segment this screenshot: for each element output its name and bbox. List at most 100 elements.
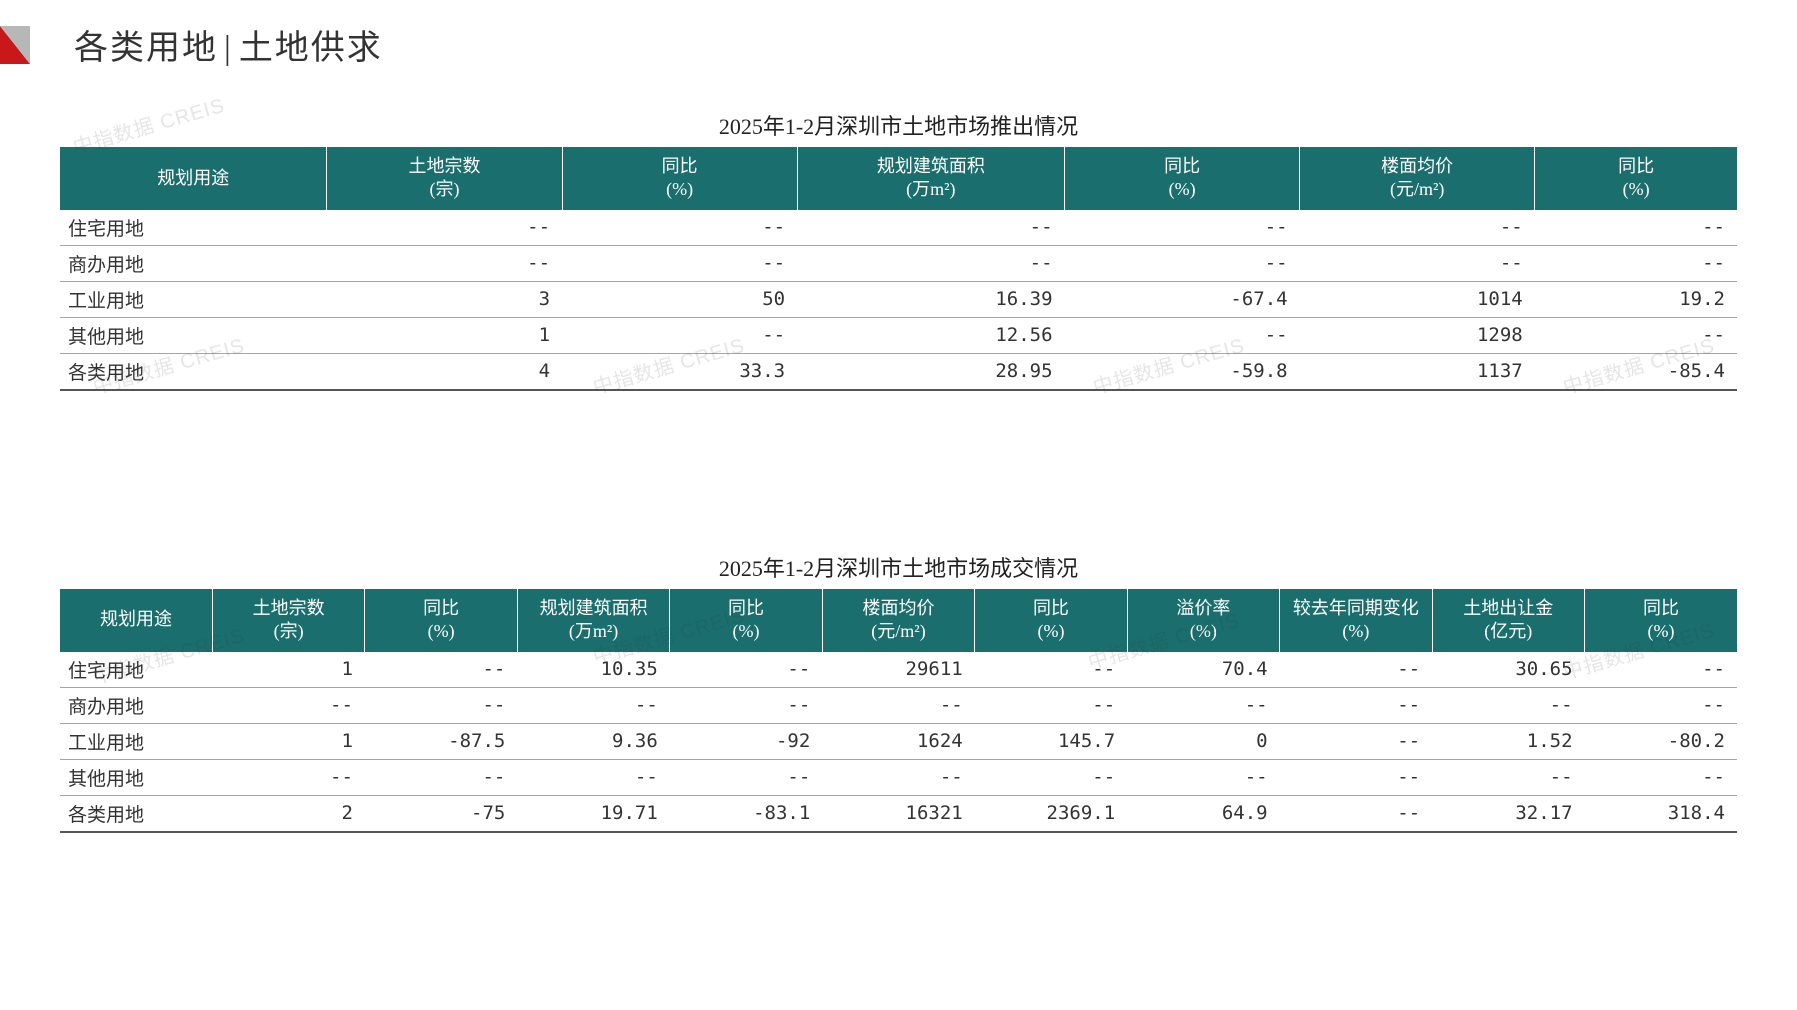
column-header: 同比(%) [670, 589, 822, 652]
column-header: 同比(%) [562, 147, 797, 210]
row-label: 各类用地 [60, 795, 212, 832]
data-cell: 1137 [1300, 353, 1535, 390]
column-header: 土地出让金(亿元) [1432, 589, 1584, 652]
data-cell: -- [1585, 759, 1737, 795]
column-header: 同比(%) [975, 589, 1127, 652]
column-header-line2: (元/m²) [827, 620, 970, 643]
data-cell: -75 [365, 795, 517, 832]
column-header-line1: 土地出让金 [1437, 597, 1580, 620]
data-cell: 12.56 [797, 317, 1064, 353]
data-cell: -- [1535, 317, 1737, 353]
data-cell: -- [975, 759, 1127, 795]
data-cell: -- [1280, 687, 1432, 723]
table-row: 商办用地-------------------- [60, 687, 1737, 723]
data-cell: -80.2 [1585, 723, 1737, 759]
column-header-line1: 楼面均价 [827, 597, 970, 620]
title-left: 各类用地 [74, 30, 218, 67]
data-cell: 70.4 [1127, 652, 1279, 688]
data-cell: -- [670, 759, 822, 795]
row-label: 住宅用地 [60, 652, 212, 688]
data-cell: -- [670, 652, 822, 688]
data-cell: 28.95 [797, 353, 1064, 390]
data-cell: -- [365, 652, 517, 688]
column-header-line2: (%) [1589, 620, 1733, 643]
data-cell: -- [822, 759, 974, 795]
data-cell: 3 [327, 281, 562, 317]
table-row: 各类用地2-7519.71-83.1163212369.164.9--32.17… [60, 795, 1737, 832]
data-cell: -- [1065, 245, 1300, 281]
row-label: 住宅用地 [60, 210, 327, 246]
data-cell: -- [1432, 759, 1584, 795]
column-header: 楼面均价(元/m²) [822, 589, 974, 652]
data-cell: -- [1065, 210, 1300, 246]
data-cell: 2369.1 [975, 795, 1127, 832]
data-cell: -59.8 [1065, 353, 1300, 390]
table2: 规划用途土地宗数(宗)同比(%)规划建筑面积(万m²)同比(%)楼面均价(元/m… [60, 589, 1737, 833]
column-header-line1: 同比 [1589, 597, 1733, 620]
row-label: 工业用地 [60, 723, 212, 759]
column-header-line1: 同比 [1069, 155, 1295, 178]
spacer [60, 391, 1737, 541]
page-header: 各类用地|土地供求 [0, 20, 1737, 69]
table-row: 住宅用地------------ [60, 210, 1737, 246]
column-header-line1: 规划建筑面积 [802, 155, 1060, 178]
column-header-line2: (亿元) [1437, 620, 1580, 643]
data-cell: 30.65 [1432, 652, 1584, 688]
data-cell: -- [365, 687, 517, 723]
column-header: 土地宗数(宗) [327, 147, 562, 210]
data-cell: 19.71 [517, 795, 669, 832]
table1: 规划用途土地宗数(宗)同比(%)规划建筑面积(万m²)同比(%)楼面均价(元/m… [60, 147, 1737, 391]
column-header-line2: (%) [979, 620, 1122, 643]
row-label: 其他用地 [60, 759, 212, 795]
logo-icon [0, 26, 60, 64]
data-cell: -- [327, 210, 562, 246]
column-header-line2: (%) [674, 620, 817, 643]
data-cell: -- [1280, 759, 1432, 795]
column-header: 同比(%) [365, 589, 517, 652]
table1-title: 2025年1-2月深圳市土地市场推出情况 [60, 109, 1737, 141]
data-cell: -- [212, 687, 364, 723]
data-cell: -- [1280, 652, 1432, 688]
data-cell: 64.9 [1127, 795, 1279, 832]
column-header-line2: (元/m²) [1304, 178, 1530, 201]
data-cell: 145.7 [975, 723, 1127, 759]
column-header-line1: 土地宗数 [217, 597, 360, 620]
column-header-line1: 溢价率 [1132, 597, 1275, 620]
data-cell: -- [1432, 687, 1584, 723]
page-title: 各类用地|土地供求 [74, 20, 383, 69]
column-header-line1: 土地宗数 [331, 155, 557, 178]
data-cell: 19.2 [1535, 281, 1737, 317]
page-root: 中指数据 CREIS中指数据 CREIS中指数据 CREIS中指数据 CREIS… [0, 0, 1797, 1010]
column-header: 同比(%) [1585, 589, 1737, 652]
column-header: 规划用途 [60, 589, 212, 652]
data-cell: -- [1280, 795, 1432, 832]
column-header-line1: 规划建筑面积 [522, 597, 665, 620]
column-header-line1: 同比 [674, 597, 817, 620]
row-label: 各类用地 [60, 353, 327, 390]
column-header-line1: 规划用途 [64, 608, 208, 631]
table1-head: 规划用途土地宗数(宗)同比(%)规划建筑面积(万m²)同比(%)楼面均价(元/m… [60, 147, 1737, 210]
data-cell: -- [797, 210, 1064, 246]
data-cell: 0 [1127, 723, 1279, 759]
data-cell: -- [1065, 317, 1300, 353]
table-row: 其他用地1--12.56--1298-- [60, 317, 1737, 353]
data-cell: -- [975, 652, 1127, 688]
column-header-line1: 同比 [1539, 155, 1733, 178]
column-header-line2: (%) [369, 620, 512, 643]
data-cell: -- [1585, 687, 1737, 723]
table-row: 工业用地1-87.59.36-921624145.70--1.52-80.2 [60, 723, 1737, 759]
column-header: 土地宗数(宗) [212, 589, 364, 652]
column-header-line1: 规划用途 [64, 167, 322, 190]
column-header: 规划用途 [60, 147, 327, 210]
data-cell: -- [1280, 723, 1432, 759]
column-header: 规划建筑面积(万m²) [797, 147, 1064, 210]
data-cell: 1624 [822, 723, 974, 759]
data-cell: -- [1127, 687, 1279, 723]
data-cell: -- [975, 687, 1127, 723]
data-cell: -92 [670, 723, 822, 759]
column-header-line2: (%) [1132, 620, 1275, 643]
row-label: 其他用地 [60, 317, 327, 353]
data-cell: 50 [562, 281, 797, 317]
column-header-line2: (%) [1539, 178, 1733, 201]
column-header-line2: (%) [1069, 178, 1295, 201]
